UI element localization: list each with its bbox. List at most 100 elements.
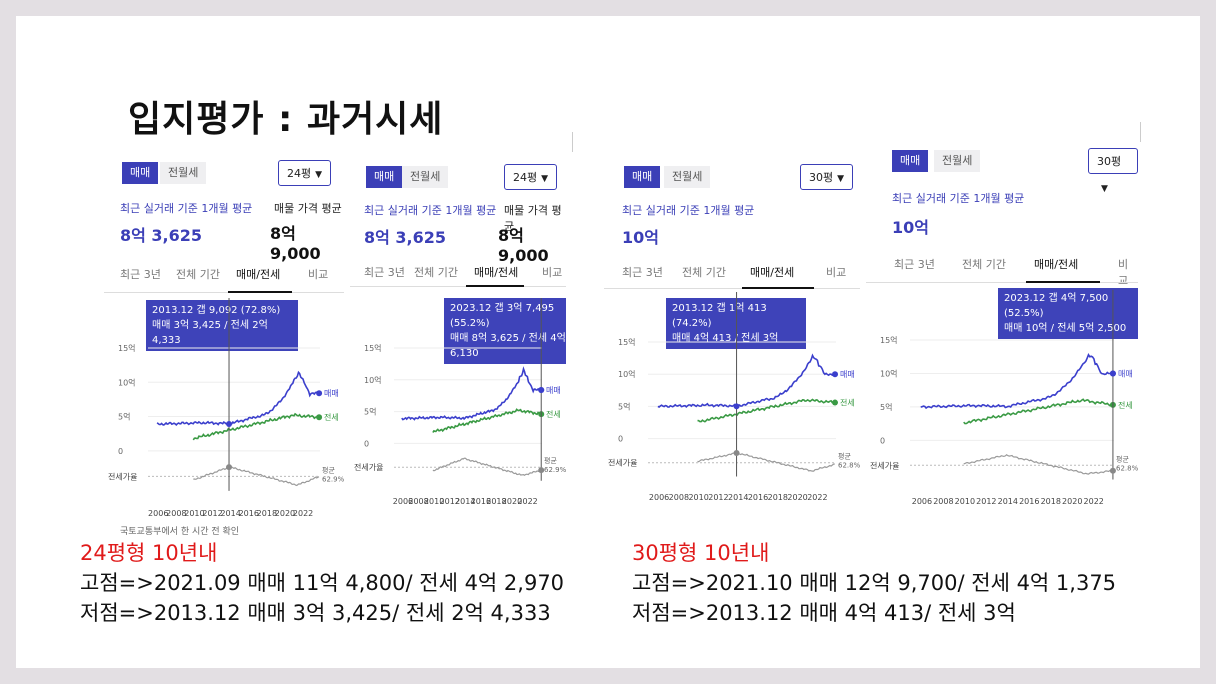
- y-tick-label: 10억: [618, 369, 636, 379]
- range-tab-compare[interactable]: 비교: [308, 268, 329, 281]
- y-tick-label: 5억: [880, 402, 892, 412]
- ratio-note-value: 62.8%: [838, 462, 860, 470]
- tooltip-gap: 2023.12 갭 3억 7,495 (55.2%): [450, 303, 555, 329]
- price-chart: 15억10억5억02006200820102012201420162018202…: [354, 298, 566, 506]
- series-label-sale: 매매: [324, 389, 339, 398]
- size-select[interactable]: 30평▼: [1088, 148, 1138, 194]
- range-tab-compare[interactable]: 비교: [542, 266, 563, 279]
- slide: 입지평가 : 과거시세 매매 전월세 24평 ▼ 최근 실거래 기준 1개월 평균…: [16, 16, 1200, 668]
- range-tab-divider: [104, 292, 344, 293]
- tooltip-gap: 2013.12 갭 1억 413 (74.2%): [672, 303, 767, 329]
- x-tick-label: 2022: [807, 493, 827, 502]
- x-tick-label: 2010: [688, 493, 708, 502]
- summary-24-heading: 24평형 10년내: [80, 541, 218, 565]
- y-tick-label: 10억: [364, 375, 382, 385]
- x-tick-label: 2022: [293, 509, 313, 518]
- tab-sale[interactable]: 매매: [624, 166, 661, 188]
- range-tab-sale-jeonse[interactable]: 매매/전세: [236, 268, 281, 281]
- x-tick-label: 2020: [502, 497, 522, 506]
- range-tab-all[interactable]: 전체 기간: [414, 266, 458, 279]
- series-line-jeonse: [432, 408, 542, 433]
- tooltip-prices: 매매 10억 / 전세 5억 2,500: [1004, 323, 1127, 334]
- recent-basis-label: 최근 실거래 기준 1개월 평균: [622, 204, 755, 217]
- series-label-sale: 매매: [546, 386, 561, 395]
- summary-30-low: 저점=>2013.12 매매 4억 413/ 전세 3억: [632, 601, 1016, 625]
- chart-tooltip: 2013.12 갭 9,092 (72.8%) 매매 3억 3,425 / 전세…: [146, 300, 298, 351]
- series-label-jeonse: 전세: [840, 398, 855, 408]
- tooltip-prices: 매매 3억 3,425 / 전세 2억 4,333: [152, 320, 268, 346]
- x-tick-label: 2012: [976, 497, 996, 506]
- dropdown-arrow-icon: ▼: [315, 170, 323, 180]
- x-tick-label: 2006: [148, 509, 168, 518]
- x-tick-label: 2018: [486, 497, 506, 506]
- tab-sale[interactable]: 매매: [366, 166, 403, 188]
- x-tick-label: 2018: [768, 493, 788, 502]
- recent-price: 8억 3,625: [364, 228, 447, 247]
- x-tick-label: 2006: [393, 497, 413, 506]
- range-tab-3y[interactable]: 최근 3년: [120, 268, 161, 281]
- size-select[interactable]: 24평 ▼: [504, 164, 558, 190]
- x-tick-label: 2006: [912, 497, 932, 506]
- slide-title: 입지평가 : 과거시세: [128, 99, 444, 140]
- x-tick-label: 2010: [955, 497, 975, 506]
- x-tick-label: 2006: [649, 493, 669, 502]
- listing-avg-label: 매물 가격 평균: [504, 204, 562, 233]
- tab-sale[interactable]: 매매: [892, 150, 929, 172]
- chart-tooltip: 2013.12 갭 1억 413 (74.2%) 매매 4억 413 / 전세 …: [666, 298, 806, 349]
- series-line-jeonse: [192, 412, 320, 441]
- summary-24-high: 고점=>2021.09 매매 11억 4,800/ 전세 4억 2,970: [80, 571, 565, 595]
- price-panel-30-b: 매매 전월세 30평 ▼ 최근 실거래 기준 1개월 평균 10억 최근 3년 전…: [866, 134, 1138, 512]
- range-tab-3y[interactable]: 최근 3년: [622, 266, 663, 279]
- tab-rent[interactable]: 전월세: [934, 150, 981, 172]
- tab-rent[interactable]: 전월세: [160, 162, 207, 184]
- ratio-note-label: 평균: [838, 452, 851, 461]
- series-line-jeonse: [963, 398, 1114, 425]
- size-select[interactable]: 24평 ▼: [278, 160, 332, 186]
- size-select-value: 24평: [513, 171, 538, 184]
- dropdown-arrow-icon: ▼: [1101, 184, 1108, 194]
- range-tab-compare[interactable]: 비교: [1118, 258, 1129, 287]
- tab-sale[interactable]: 매매: [122, 162, 159, 184]
- cursor-ratio-marker: [733, 450, 740, 457]
- recent-basis-label: 최근 실거래 기준 1개월 평균: [892, 192, 1025, 205]
- y-tick-label: 5억: [618, 401, 630, 411]
- range-tab-compare[interactable]: 비교: [826, 266, 847, 279]
- range-tab-sale-jeonse[interactable]: 매매/전세: [750, 266, 795, 279]
- x-tick-label: 2012: [708, 493, 728, 502]
- series-label-jeonse: 전세: [324, 412, 339, 422]
- size-select[interactable]: 30평▼: [800, 164, 854, 190]
- y-tick-label: 0: [118, 447, 123, 456]
- ratio-note-label: 평균: [1116, 454, 1129, 463]
- range-tab-3y[interactable]: 최근 3년: [894, 258, 935, 271]
- chart-tooltip: 2023.12 갭 4억 7,500 (52.5%) 매매 10억 / 전세 5…: [998, 288, 1138, 339]
- panel-divider: [1140, 122, 1141, 142]
- range-tab-divider: [350, 286, 566, 287]
- range-tab-sale-jeonse[interactable]: 매매/전세: [1034, 258, 1079, 271]
- ratio-axis-label: 전세가율: [870, 460, 899, 470]
- series-line-sale: [401, 366, 542, 421]
- x-tick-label: 2018: [1041, 497, 1061, 506]
- price-panel-24-b: 매매 전월세 24평 ▼ 최근 실거래 기준 1개월 평균 8억 3,625 매물…: [350, 146, 566, 511]
- ratio-note-value: 62.9%: [544, 466, 566, 474]
- ratio-note-label: 평균: [322, 465, 335, 474]
- x-tick-label: 2016: [239, 509, 259, 518]
- x-tick-label: 2022: [517, 497, 537, 506]
- x-tick-label: 2020: [1062, 497, 1082, 506]
- range-tab-3y[interactable]: 최근 3년: [364, 266, 405, 279]
- y-tick-label: 0: [618, 435, 623, 444]
- range-tab-all[interactable]: 전체 기간: [176, 268, 220, 281]
- cursor-sale-marker: [538, 386, 545, 393]
- tab-rent[interactable]: 전월세: [402, 166, 449, 188]
- range-tab-sale-jeonse[interactable]: 매매/전세: [474, 266, 519, 279]
- y-tick-label: 15억: [618, 337, 636, 347]
- summary-30: 30평형 10년내 고점=>2021.10 매매 12억 9,700/ 전세 4…: [632, 538, 1116, 628]
- size-select-value: 30평: [809, 171, 834, 184]
- range-tab-all[interactable]: 전체 기간: [962, 258, 1006, 271]
- tab-rent[interactable]: 전월세: [664, 166, 711, 188]
- x-tick-label: 2008: [408, 497, 428, 506]
- x-tick-label: 2010: [424, 497, 444, 506]
- x-tick-label: 2016: [471, 497, 491, 506]
- range-tab-all[interactable]: 전체 기간: [682, 266, 726, 279]
- x-tick-label: 2016: [1019, 497, 1039, 506]
- listing-avg-label: 매물 가격 평균: [274, 202, 342, 215]
